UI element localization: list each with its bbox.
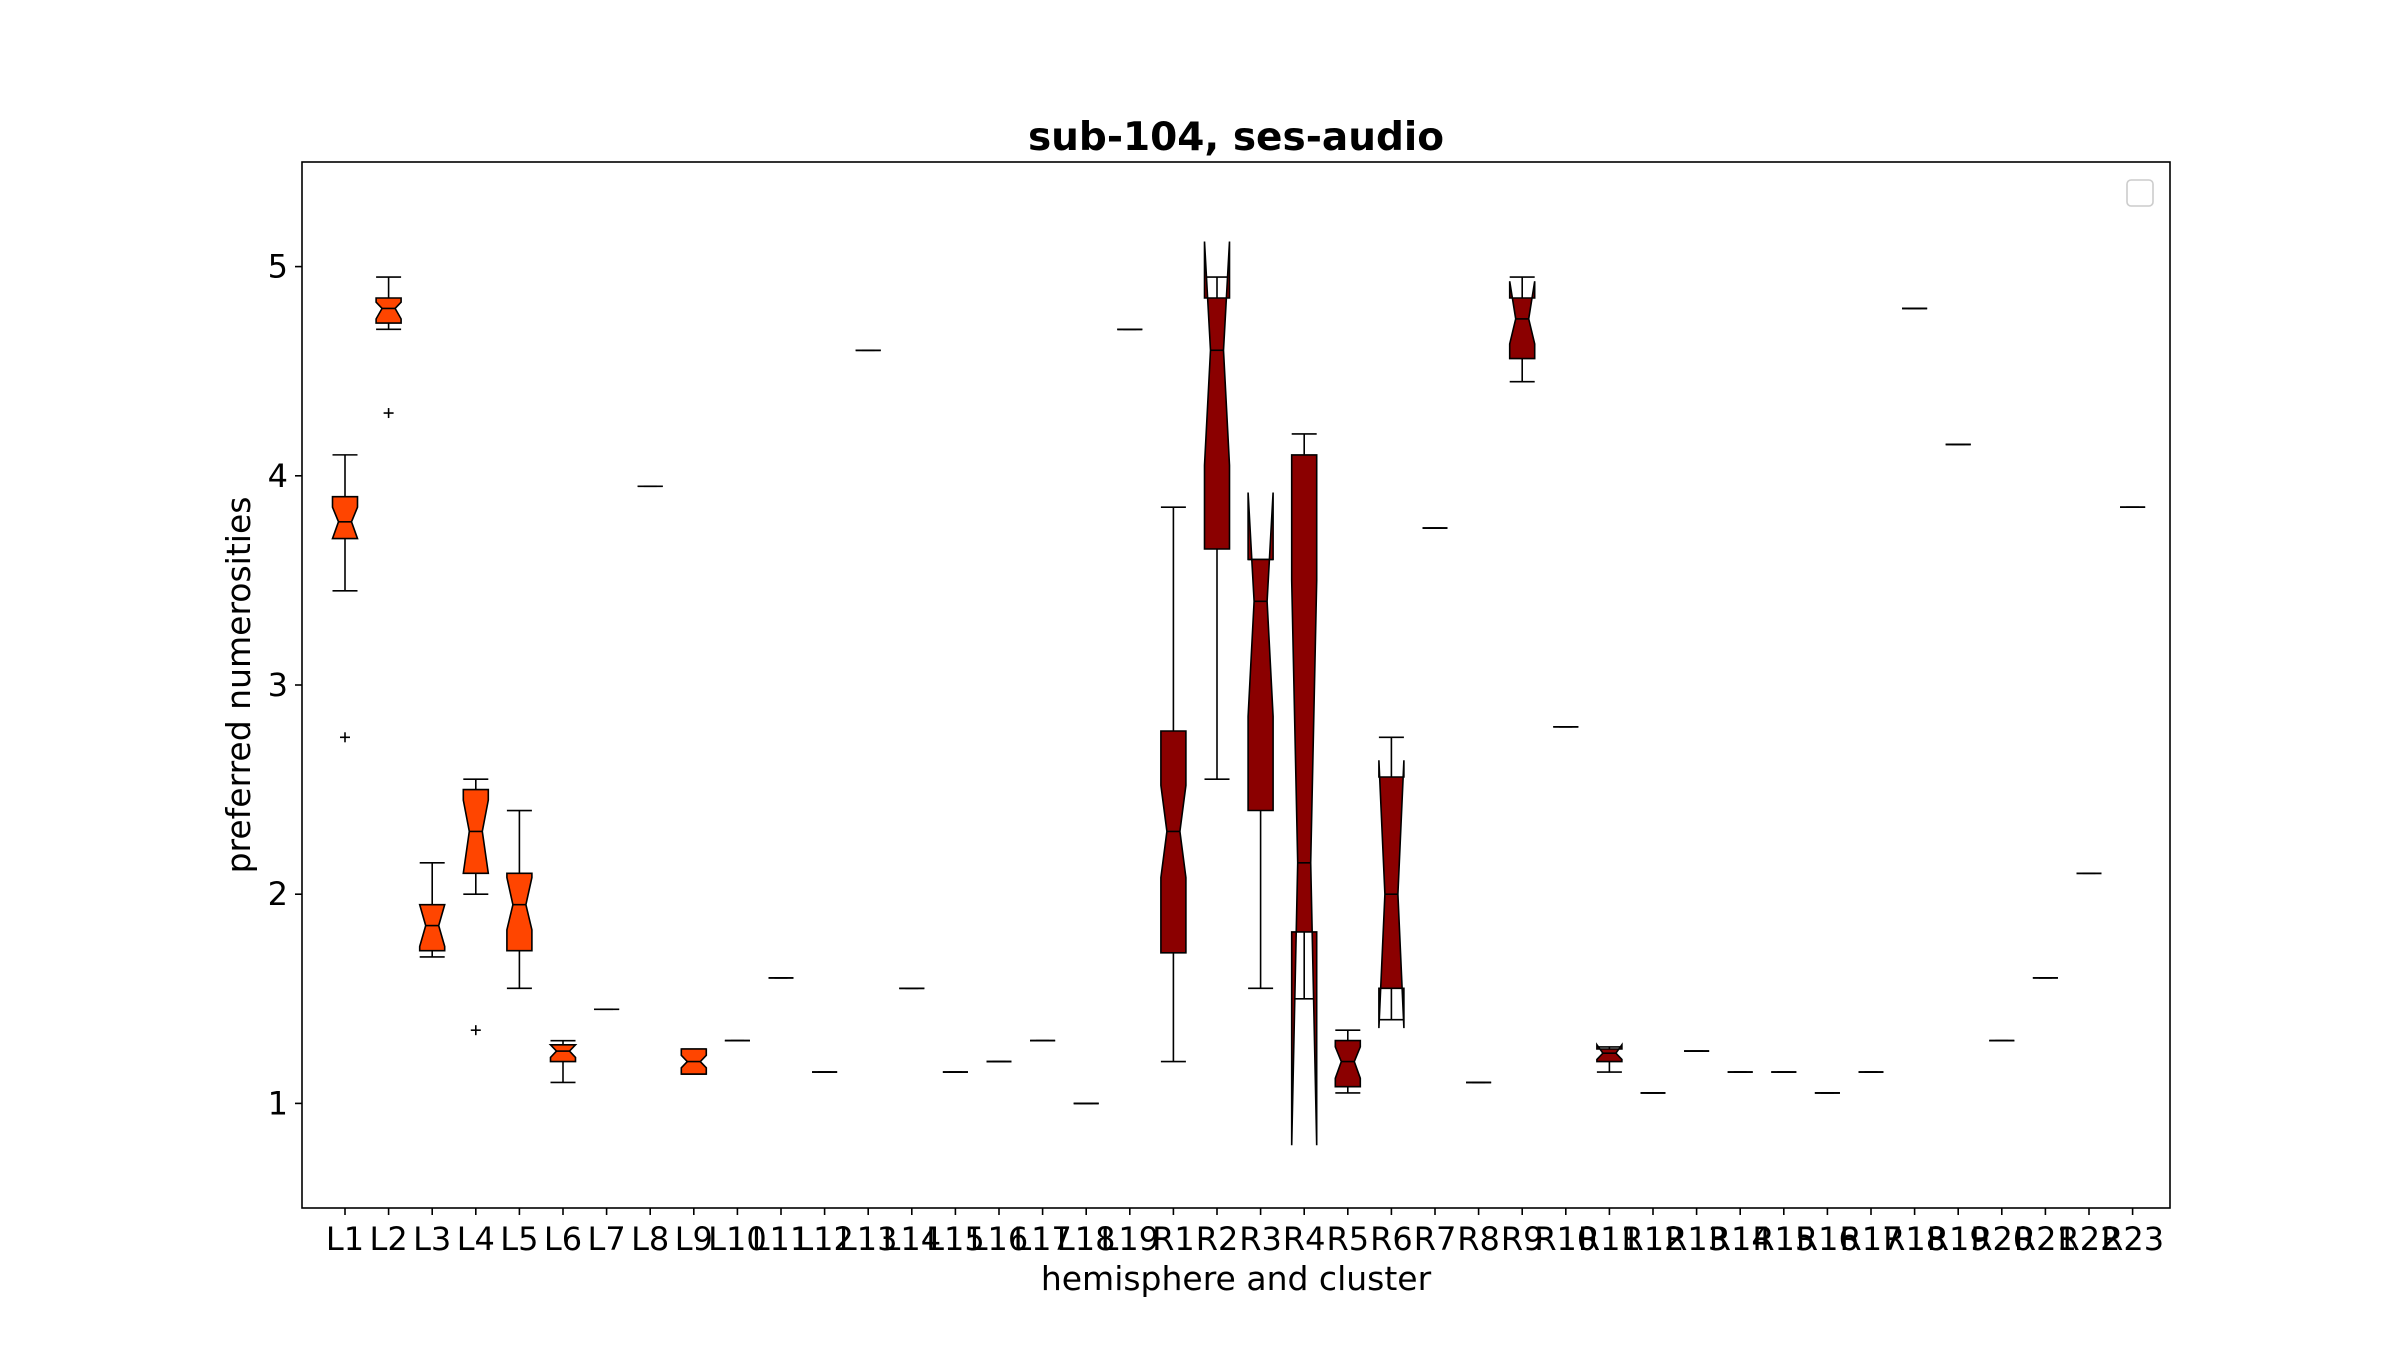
x-tick-label: R3 [1239, 1220, 1282, 1258]
legend-box [2126, 179, 2154, 207]
x-tick-label: R17 [1840, 1220, 1903, 1258]
box-L6 [548, 1039, 578, 1084]
x-tick-label: R6 [1370, 1220, 1413, 1258]
x-tick-label: L8 [631, 1220, 669, 1258]
x-tick-label: R2 [1196, 1220, 1239, 1258]
x-tick-label: L4 [457, 1220, 495, 1258]
box-L9 [680, 1048, 708, 1075]
x-axis-label: hemisphere and cluster [1041, 1259, 1432, 1298]
x-tick-label: R18 [1883, 1220, 1946, 1258]
x-tick-label: L11 [752, 1220, 811, 1258]
box-R5 [1334, 1029, 1362, 1094]
x-tick-label: L12 [795, 1220, 854, 1258]
x-tick-label: R8 [1457, 1220, 1500, 1258]
x-tick-label: R9 [1501, 1220, 1544, 1258]
plot-area [302, 162, 2170, 1208]
x-tick-label: L2 [370, 1220, 408, 1258]
x-tick-label: R21 [2014, 1220, 2077, 1258]
box-R9 [1508, 276, 1536, 383]
x-tick-label: R5 [1327, 1220, 1370, 1258]
box-L4 [462, 778, 490, 1036]
y-axis-ticks: 1 2 3 4 5 [268, 248, 302, 1122]
x-tick-label: L15 [926, 1220, 985, 1258]
box-R11 [1596, 1042, 1623, 1073]
x-tick-label: L6 [544, 1220, 582, 1258]
box-R2 [1203, 241, 1231, 780]
x-tick-label: L19 [1101, 1220, 1160, 1258]
box-body [1203, 241, 1231, 550]
x-tick-label: R13 [1665, 1220, 1728, 1258]
x-tick-label: L17 [1013, 1220, 1072, 1258]
y-tick-label: 2 [268, 875, 288, 913]
box-body [1290, 454, 1318, 1146]
box-body [1508, 281, 1536, 360]
x-tick-label: R14 [1709, 1220, 1772, 1258]
x-tick-label: R22 [2058, 1220, 2121, 1258]
chart-title: sub-104, ses-audio [1028, 115, 1444, 160]
box-body [331, 495, 359, 540]
box-L2 [375, 276, 402, 419]
x-tick-label: L18 [1057, 1220, 1116, 1258]
box-body [1247, 492, 1274, 812]
x-tick-label: L16 [970, 1220, 1029, 1258]
x-tick-label: L7 [588, 1220, 626, 1258]
box-body [375, 297, 402, 324]
x-tick-label: R12 [1622, 1220, 1685, 1258]
y-tick-label: 5 [268, 248, 288, 286]
x-tick-label: L9 [675, 1220, 713, 1258]
x-tick-label: R20 [1970, 1220, 2033, 1258]
x-tick-label: R15 [1752, 1220, 1815, 1258]
x-tick-label: L14 [883, 1220, 942, 1258]
x-tick-label: R4 [1283, 1220, 1326, 1258]
x-tick-label: L10 [708, 1220, 767, 1258]
y-tick-label: 3 [268, 666, 288, 704]
plot-frame [301, 161, 2171, 1209]
box-R6 [1378, 736, 1405, 1029]
y-tick-label: 1 [268, 1084, 288, 1122]
box-body [1160, 730, 1187, 954]
x-tick-label: R11 [1578, 1220, 1641, 1258]
box-L5 [506, 809, 533, 990]
x-tick-label: L3 [413, 1220, 451, 1258]
x-tick-label: R16 [1796, 1220, 1859, 1258]
x-tick-label: R1 [1152, 1220, 1195, 1258]
box-R4 [1290, 433, 1318, 1146]
box-R3 [1247, 492, 1274, 990]
x-tick-label: R7 [1414, 1220, 1457, 1258]
x-tick-label: L13 [839, 1220, 898, 1258]
box-L3 [418, 862, 446, 958]
x-tick-label: R10 [1534, 1220, 1597, 1258]
x-tick-label: R23 [2101, 1220, 2164, 1258]
box-body [506, 872, 533, 952]
box-R1 [1160, 506, 1187, 1063]
x-tick-label: R19 [1927, 1220, 1990, 1258]
box-L1 [331, 454, 359, 743]
x-tick-label: L1 [326, 1220, 364, 1258]
box-marks [331, 241, 2146, 1146]
box-body [1334, 1039, 1362, 1088]
x-axis-ticks: L1 L2 L3 L4 L5 L6 L7 L8 L9L10L11L12L13L14L15L16L… [326, 1208, 2164, 1258]
box-body [418, 903, 446, 952]
x-tick-label: L5 [500, 1220, 538, 1258]
y-tick-label: 4 [268, 457, 288, 495]
y-axis-label: preferred numerosities [219, 497, 258, 874]
box-body [548, 1044, 578, 1063]
